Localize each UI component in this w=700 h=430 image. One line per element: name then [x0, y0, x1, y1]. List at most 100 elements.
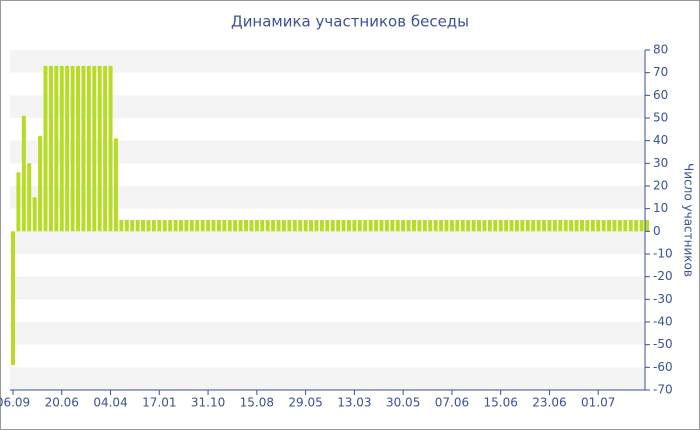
bar — [525, 220, 530, 232]
bar — [309, 220, 314, 232]
x-tick-label: 06.09 — [0, 396, 30, 410]
bar — [276, 220, 281, 232]
bar — [314, 220, 319, 232]
grid-band — [10, 186, 645, 209]
bar — [639, 220, 644, 232]
grid-band — [10, 50, 645, 73]
bar — [135, 220, 140, 232]
bar — [460, 220, 465, 232]
chart-title: Динамика участников беседы — [231, 13, 469, 31]
bar — [48, 65, 53, 232]
x-tick-label: 20.06 — [45, 396, 79, 410]
bar — [590, 220, 595, 232]
bar — [579, 220, 584, 232]
bar — [455, 220, 460, 232]
bar — [97, 65, 102, 232]
x-tick-label: 30.05 — [386, 396, 420, 410]
bar — [16, 172, 21, 232]
bar — [260, 220, 265, 232]
grid-band — [10, 140, 645, 164]
bar — [92, 65, 97, 232]
x-tick-label: 04.04 — [93, 396, 127, 410]
bar — [141, 220, 146, 232]
bar — [86, 65, 91, 232]
bar — [498, 220, 503, 232]
bar — [21, 115, 26, 232]
x-tick-label: 31.10 — [191, 396, 225, 410]
bar — [59, 65, 64, 232]
bar — [390, 220, 395, 232]
bar — [433, 220, 438, 232]
bar — [569, 220, 574, 232]
bar — [531, 220, 536, 232]
bar — [493, 220, 498, 232]
x-tick-label: 07.06 — [435, 396, 469, 410]
bar — [325, 220, 330, 232]
bar — [233, 220, 238, 232]
bar — [119, 220, 124, 232]
bar — [428, 220, 433, 232]
x-tick-label: 29.05 — [288, 396, 322, 410]
bar — [444, 220, 449, 232]
bar — [645, 220, 649, 232]
grid-band — [10, 231, 645, 254]
bar — [341, 220, 346, 232]
grid-band — [10, 322, 645, 345]
y-tick-label: -70 — [653, 383, 673, 397]
bar — [108, 65, 113, 232]
bar — [417, 220, 422, 232]
bar — [11, 231, 15, 366]
bar — [552, 220, 557, 232]
bar — [238, 220, 243, 232]
bar — [130, 220, 135, 232]
bar — [596, 220, 601, 232]
bar — [520, 220, 525, 232]
bar — [623, 220, 628, 232]
x-tick-label: 17.01 — [142, 396, 176, 410]
bar — [487, 220, 492, 232]
y-tick-label: -50 — [653, 337, 673, 351]
bar — [449, 220, 454, 232]
bar — [254, 220, 259, 232]
y-tick-label: 70 — [653, 65, 668, 79]
y-tick-label: -40 — [653, 315, 673, 329]
bar — [558, 220, 563, 232]
bar — [482, 220, 487, 232]
bar — [406, 220, 411, 232]
bar — [477, 220, 482, 232]
bar — [585, 220, 590, 232]
bar — [168, 220, 173, 232]
bar — [249, 220, 254, 232]
y-tick-label: 30 — [653, 156, 668, 170]
bar — [634, 220, 639, 232]
grid-band — [10, 95, 645, 118]
bar — [38, 136, 43, 232]
bar — [113, 138, 118, 232]
bar — [466, 220, 471, 232]
bar — [336, 220, 341, 232]
bar — [189, 220, 194, 232]
bar — [379, 220, 384, 232]
bar — [151, 220, 156, 232]
bar — [54, 65, 59, 232]
bar — [536, 220, 541, 232]
bar — [612, 220, 617, 232]
bar — [542, 220, 547, 232]
bar — [222, 220, 227, 232]
grid-band — [10, 367, 645, 390]
bar — [401, 220, 406, 232]
y-tick-label: -10 — [653, 247, 673, 261]
bar — [227, 220, 232, 232]
bar — [509, 220, 514, 232]
bar — [574, 220, 579, 232]
bar — [27, 163, 32, 232]
bar — [178, 220, 183, 232]
bar — [422, 220, 427, 232]
bar — [195, 220, 200, 232]
y-tick-label: 0 — [653, 224, 661, 238]
bar — [439, 220, 444, 232]
bar — [146, 220, 151, 232]
bar — [65, 65, 70, 232]
